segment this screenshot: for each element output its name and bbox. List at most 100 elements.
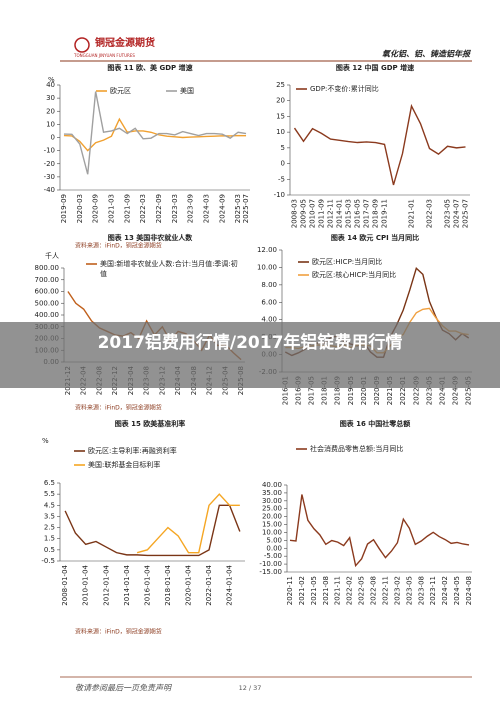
source: 资料来源：iFinD，铜冠金源期货	[75, 404, 162, 412]
legend-label: 美国:新增非农就业人数:合计:当月值:季调:初值	[100, 260, 238, 278]
x-tick-label: 2025-03	[234, 194, 242, 223]
x-tick-label: 2023-02	[393, 576, 401, 605]
y-tick-label: 6.5	[44, 479, 55, 487]
x-tick-label: 2008-01-04	[61, 564, 69, 605]
x-tick-label: 2018-09	[372, 199, 380, 228]
y-tick-label: 15	[276, 112, 285, 120]
chart-title: 图表 11 欧、美 GDP 增速	[107, 63, 192, 72]
series-line	[136, 493, 240, 554]
x-tick-label: 2018-01	[321, 376, 329, 405]
y-tick-label: -10	[44, 147, 55, 155]
y-tick-label: 35.00	[262, 489, 282, 497]
y-tick-label: 20	[276, 97, 285, 105]
x-tick-label: 2020-09	[92, 194, 100, 223]
x-tick-label: 2022-09	[412, 376, 420, 405]
y-tick-label: 40.00	[262, 481, 282, 489]
y-tick-label: 40	[46, 81, 55, 89]
x-tick-label: 2020-01-04	[184, 564, 192, 605]
y-axis-label: %	[48, 76, 55, 84]
legend-box: 社会消费品零售总额:当月同比	[310, 445, 404, 453]
y-tick-label: 20	[46, 107, 55, 115]
x-tick-label: 2021-08	[322, 576, 330, 605]
x-tick-label: 2016-01	[281, 376, 289, 405]
x-tick-label: 2022-01-04	[205, 564, 213, 605]
x-tick-label: 2008-03	[291, 199, 299, 228]
legend-box: 美国:新增非农就业人数:合计:当月值:季调:初值	[100, 260, 238, 278]
y-tick-label: 8.00	[261, 281, 277, 289]
y-tick-label: 4.5	[44, 501, 55, 509]
x-tick-label: 2021-02	[298, 576, 306, 605]
legend-box: 美国	[180, 87, 194, 95]
y-tick-label: -10	[274, 191, 285, 199]
x-tick-label: 2023-05	[425, 376, 433, 405]
y-tick-label: 3.5	[44, 512, 55, 520]
x-tick-label: 2020-11	[286, 576, 294, 605]
x-tick-label: 2024-07	[453, 199, 461, 228]
y-tick-label: 10	[276, 128, 285, 136]
y-tick-label: -40	[44, 186, 55, 194]
x-tick-label: 2023-05	[405, 576, 413, 605]
legend-box: 欧元区:HICP:当月同比	[312, 258, 382, 266]
y-tick-label: 0	[281, 160, 285, 168]
series-line	[293, 103, 466, 186]
y-tick-label: 0.00	[266, 544, 282, 552]
y-tick-label: 30.00	[262, 497, 282, 505]
x-tick-label: 2023-09	[187, 194, 195, 223]
source: 资料来源：iFinD，铜冠金源期货	[75, 242, 162, 250]
y-tick-label: -20	[44, 160, 55, 168]
y-tick-label: -5	[278, 175, 285, 183]
series-line	[63, 117, 247, 152]
x-tick-label: 2022-03	[426, 199, 434, 228]
y-tick-label: 4.00	[261, 316, 277, 324]
x-tick-label: 2016-09	[294, 376, 302, 405]
x-tick-label: 2022-11	[381, 576, 389, 605]
y-tick-label: 5	[281, 144, 285, 152]
legend-label: 欧元区	[110, 87, 131, 95]
x-tick-label: 2012-11	[327, 199, 335, 228]
x-tick-label: 2025-07	[462, 199, 470, 228]
overlay-text: 2017铝费用行情/2017年铝锭费用行情	[97, 333, 403, 353]
x-tick-label: 2011-09	[318, 199, 326, 228]
logo-icon	[74, 37, 90, 53]
x-tick-label: 2014-01-04	[123, 564, 131, 605]
x-tick-label: 2021-11	[334, 576, 342, 605]
y-tick-label: 30	[46, 94, 55, 102]
logo-en: TONGGUAN JINYUAN FUTURES	[73, 53, 135, 58]
y-tick-label: -10.00	[259, 560, 282, 568]
x-tick-label: 2025-07	[242, 194, 250, 223]
x-tick-label: 2010-07	[309, 199, 317, 228]
x-tick-label: 2024-02	[441, 576, 449, 605]
y-tick-label: 6.00	[261, 298, 277, 306]
y-tick-label: 10.00	[257, 263, 277, 271]
x-tick-label: 2020-03	[76, 194, 84, 223]
y-tick-label: 15.00	[262, 521, 282, 529]
y-tick-label: 0.5	[44, 546, 55, 554]
x-tick-label: 2023-03	[171, 194, 179, 223]
y-tick-label: 25	[276, 81, 285, 89]
x-tick-label: 2021-05	[310, 576, 318, 605]
x-tick-label: 2023-05	[444, 199, 452, 228]
y-tick-label: 500.00	[35, 299, 60, 307]
legend-label: GDP:不变价:累计同比	[310, 85, 379, 93]
y-tick-label: 10	[46, 120, 55, 128]
overlay-banner: 2017铝费用行情/2017年铝锭费用行情	[0, 322, 500, 388]
x-tick-label: 2020-01	[360, 376, 368, 405]
x-tick-label: 2018-01-04	[164, 564, 172, 605]
series-line	[63, 91, 247, 175]
x-tick-label: 2024-03	[202, 194, 210, 223]
x-tick-label: 2015-03	[345, 199, 353, 228]
series-line	[64, 504, 241, 557]
legend-label: 社会消费品零售总额:当月同比	[310, 445, 404, 453]
y-tick-label: -5.00	[264, 552, 282, 560]
chart-title: 图表 13 美国非农就业人数	[108, 233, 194, 242]
x-tick-label: 2025-05	[465, 376, 473, 405]
x-tick-label: 2022-01	[399, 376, 407, 405]
x-tick-label: 2021-03	[107, 194, 115, 223]
legend-label: 美国:联邦基金目标利率	[88, 461, 161, 469]
legend-box: GDP:不变价:累计同比	[310, 85, 379, 93]
x-tick-label: 2012-01-04	[102, 564, 110, 605]
source: 资料来源：iFinD，铜冠金源期货	[75, 628, 162, 636]
logo: 铜冠金源期货	[95, 36, 155, 49]
